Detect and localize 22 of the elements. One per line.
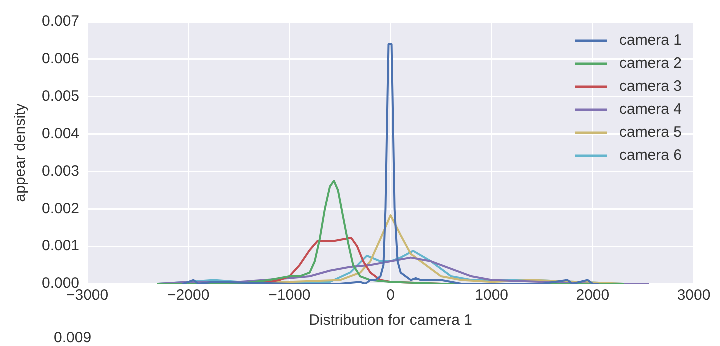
x-tick-label: −2000 <box>168 287 210 304</box>
y-tick-label: 0.002 <box>42 200 80 218</box>
y-tick-label: 0.004 <box>42 125 80 142</box>
y-tick-label: 0.005 <box>42 88 80 105</box>
legend-label: camera 1 <box>619 32 682 50</box>
x-tick-label: 0 <box>386 287 395 304</box>
y-tick-label: 0.007 <box>42 13 80 30</box>
x-tick-label: 3000 <box>677 287 711 304</box>
y-tick-label: 0.001 <box>42 238 80 255</box>
x-tick-label: −1000 <box>268 287 311 304</box>
legend-label: camera 4 <box>619 101 682 118</box>
x-axis-title: Distribution for camera 1 <box>309 312 472 330</box>
y-tick-label: 0.006 <box>42 50 80 68</box>
text: 0.009 <box>54 330 92 346</box>
y-axis-title: appear density <box>12 103 30 202</box>
legend-label: camera 2 <box>619 55 682 72</box>
x-tick-label: 1000 <box>475 287 509 304</box>
legend-label: camera 6 <box>619 147 682 164</box>
y-tick-label: 0.003 <box>42 162 80 180</box>
legend-label: camera 3 <box>619 78 682 96</box>
x-tick-label: 2000 <box>576 287 610 304</box>
legend-label: camera 5 <box>619 124 682 142</box>
